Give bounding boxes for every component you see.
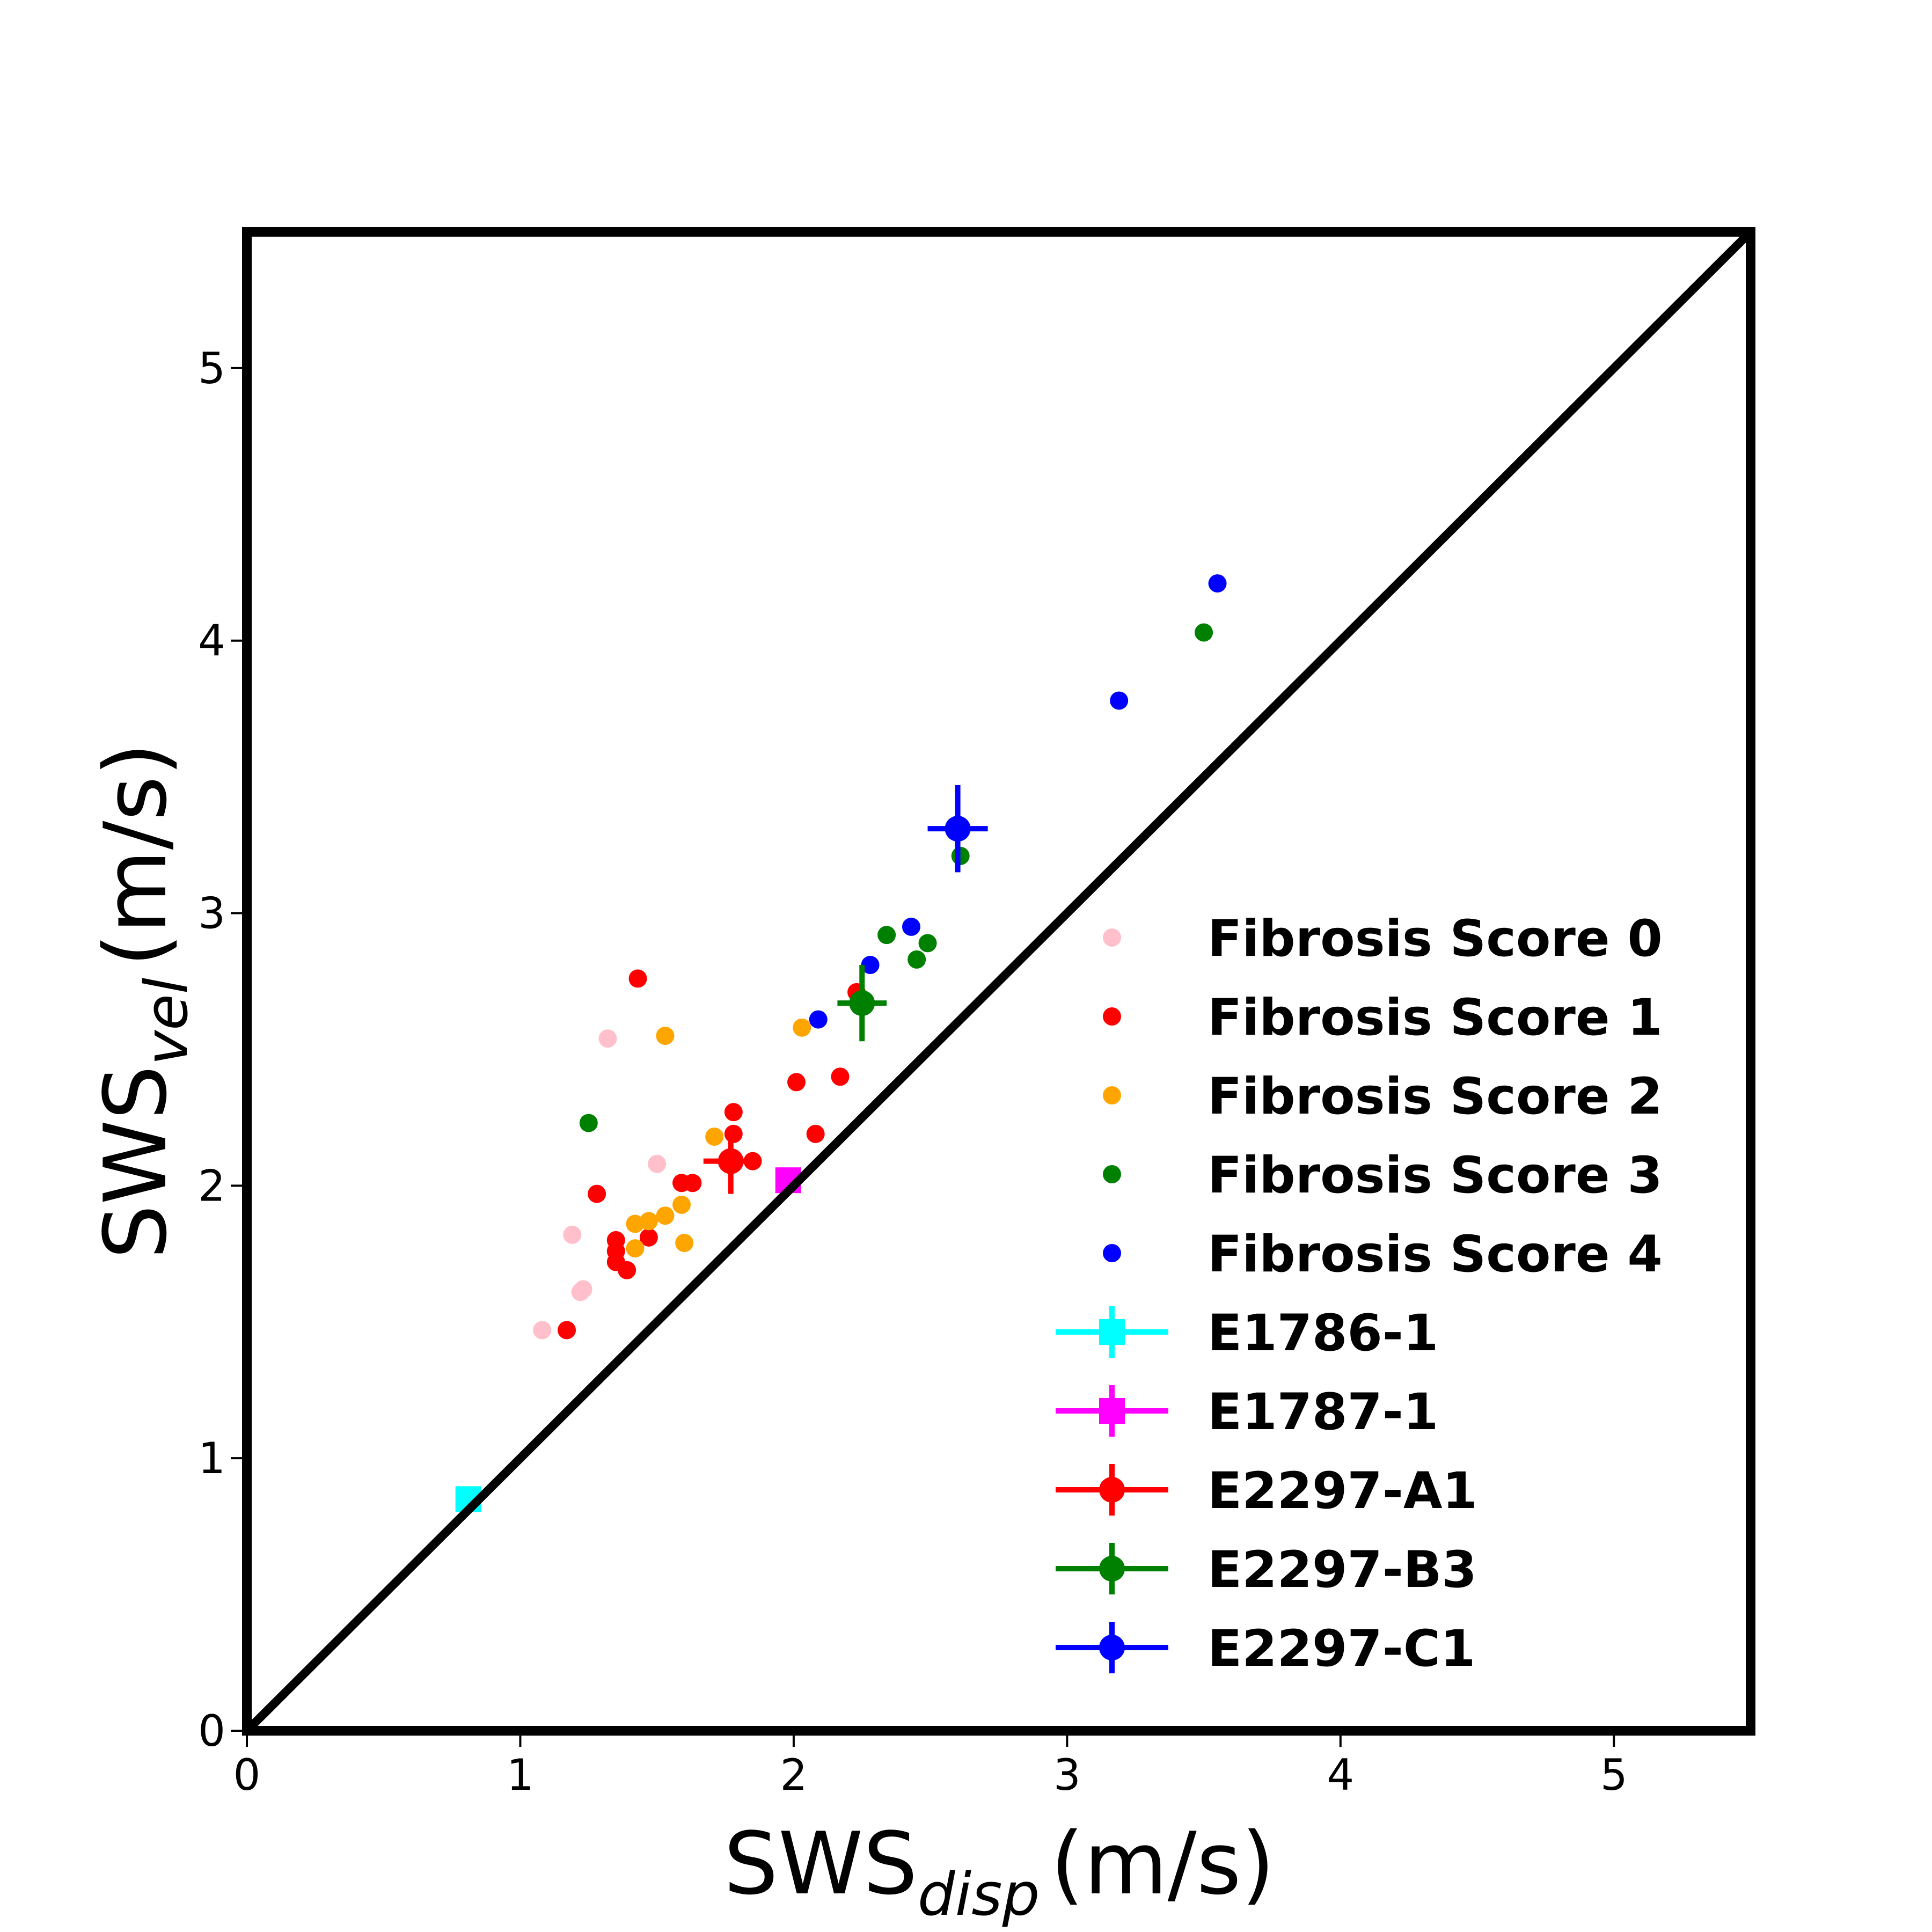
y-tick-label: 3 — [198, 889, 225, 939]
legend-marker — [1099, 1556, 1125, 1582]
legend-marker — [1103, 928, 1121, 947]
data-point — [705, 1127, 724, 1146]
data-point — [951, 846, 970, 865]
data-point — [918, 934, 937, 953]
identity-line — [244, 229, 1754, 1734]
plot-frame — [242, 227, 1755, 1736]
data-point — [724, 1103, 743, 1122]
data-point — [579, 1114, 598, 1132]
y-tick-label: 2 — [198, 1161, 225, 1211]
data-point — [724, 1124, 743, 1143]
data-point — [648, 1154, 667, 1173]
data-point — [683, 1174, 702, 1192]
x-axis-title: SWSdisp (m/s) — [724, 1813, 1275, 1929]
data-point — [639, 1212, 658, 1231]
legend-marker — [1099, 1635, 1125, 1660]
y-tick-label: 4 — [198, 616, 225, 666]
legend-marker — [1099, 1319, 1125, 1345]
y-tick-label: 5 — [198, 343, 225, 393]
y-tick-label: 1 — [198, 1433, 225, 1483]
data-point — [809, 1010, 828, 1029]
data-point — [656, 1206, 675, 1225]
x-tick-label: 3 — [1053, 1750, 1081, 1800]
y-axis-title: SWSvel(m/s) — [85, 743, 201, 1260]
legend-marker — [1103, 1244, 1121, 1262]
data-point — [806, 1124, 825, 1143]
data-point — [908, 950, 926, 969]
legend-label: Fibrosis Score 2 — [1208, 1067, 1663, 1126]
legend-label: Fibrosis Score 3 — [1208, 1146, 1663, 1205]
plot-border — [242, 227, 1755, 1736]
error-point — [945, 816, 971, 842]
legend-label: E2297-B3 — [1208, 1541, 1477, 1599]
legend-marker — [1103, 1007, 1121, 1026]
data-point — [598, 1029, 617, 1048]
legend-marker — [1103, 1086, 1121, 1104]
chart-marks — [455, 574, 1227, 1512]
data-point — [902, 917, 920, 936]
data-point — [656, 1027, 675, 1045]
data-point — [675, 1234, 694, 1253]
data-point — [626, 1214, 645, 1233]
data-point — [606, 1231, 625, 1249]
error-point — [718, 1148, 744, 1174]
data-point — [588, 1184, 606, 1203]
legend-label: E1786-1 — [1208, 1304, 1438, 1363]
x-tick-label: 2 — [780, 1750, 807, 1800]
data-point — [628, 969, 647, 988]
legend-label: E1787-1 — [1208, 1383, 1438, 1441]
data-point — [558, 1321, 576, 1340]
legend: Fibrosis Score 0 Fibrosis Score 1 Fibrosis… — [1056, 910, 1663, 1678]
legend-label: E2297-C1 — [1208, 1620, 1475, 1678]
y-tick-label: 0 — [198, 1706, 225, 1756]
data-point — [574, 1280, 592, 1299]
data-point — [793, 1018, 811, 1037]
data-point — [618, 1261, 636, 1279]
x-tick-label: 5 — [1600, 1750, 1628, 1800]
x-tick-label: 4 — [1327, 1750, 1354, 1800]
legend-marker — [1103, 1165, 1121, 1183]
data-point — [533, 1321, 552, 1340]
axis-ticks: 0 1 2 3 4 5 0 1 2 3 4 5 — [198, 343, 1628, 1800]
data-point — [563, 1225, 582, 1244]
legend-marker — [1099, 1398, 1125, 1424]
legend-label: Fibrosis Score 0 — [1208, 910, 1663, 968]
data-point — [672, 1195, 691, 1214]
data-point — [787, 1073, 806, 1092]
data-point — [1110, 691, 1129, 710]
data-point — [861, 956, 880, 975]
data-point — [1195, 623, 1213, 642]
data-point — [877, 926, 896, 945]
legend-label: E2297-A1 — [1208, 1462, 1477, 1520]
legend-label: Fibrosis Score 4 — [1208, 1225, 1663, 1284]
data-point — [1208, 574, 1227, 593]
legend-label: Fibrosis Score 1 — [1208, 989, 1663, 1047]
data-point — [639, 1228, 658, 1247]
x-tick-label: 1 — [507, 1750, 534, 1800]
x-tick-label: 0 — [233, 1750, 261, 1800]
legend-marker — [1099, 1477, 1125, 1503]
error-point — [849, 990, 875, 1016]
data-point — [626, 1239, 645, 1258]
data-point — [831, 1067, 850, 1086]
